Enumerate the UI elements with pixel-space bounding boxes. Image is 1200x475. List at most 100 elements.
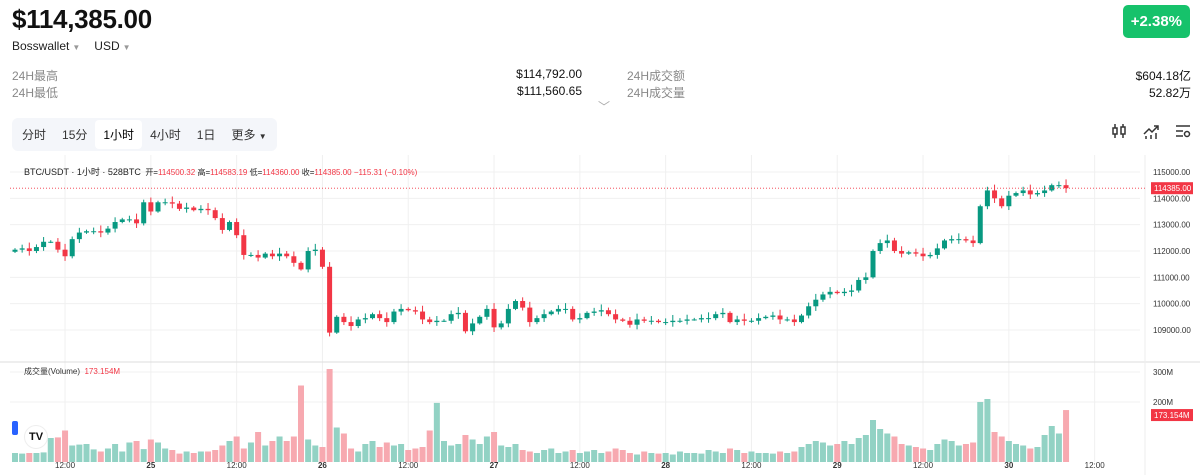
candle <box>520 301 526 308</box>
candle <box>227 222 232 230</box>
currency-dropdown[interactable]: USD ▼ <box>94 39 130 53</box>
volume-bar <box>705 450 712 462</box>
volume-bar <box>619 450 626 462</box>
volume-bar <box>898 444 905 462</box>
chart-type-icon[interactable] <box>1142 122 1160 145</box>
candle <box>870 250 876 278</box>
candle <box>198 208 204 211</box>
volume-bar <box>405 450 412 462</box>
candle <box>934 248 940 255</box>
volume-bar <box>362 444 369 462</box>
volume-bar <box>841 441 848 462</box>
candle <box>33 247 39 251</box>
tab-more-label: 更多 <box>231 128 256 142</box>
volume-bar <box>247 442 254 462</box>
volume-bar <box>1005 441 1012 462</box>
candle <box>84 231 89 233</box>
tab-4h[interactable]: 4小时 <box>150 128 181 142</box>
close-value: 114385.00 <box>314 168 352 177</box>
last-price-label: 114385.00 <box>1154 184 1192 193</box>
candle <box>806 306 812 316</box>
settings-icon[interactable] <box>1174 122 1192 145</box>
volume-bar <box>305 439 312 462</box>
volume-bar <box>698 453 705 462</box>
volume-bar <box>684 453 691 462</box>
volume-bar <box>598 453 605 462</box>
tab-15m[interactable]: 15分 <box>62 128 88 142</box>
volume-bar <box>140 449 147 462</box>
volume-bar <box>183 451 190 462</box>
time-tick-label: 30 <box>1004 461 1013 470</box>
candle <box>126 219 132 221</box>
candle <box>827 291 833 295</box>
volume-bar <box>12 453 18 462</box>
tradingview-logo[interactable]: TV <box>24 425 48 449</box>
candle <box>384 318 390 323</box>
tab-1d[interactable]: 1日 <box>196 128 216 142</box>
candle <box>462 312 468 332</box>
volume-bar <box>998 436 1005 462</box>
stat-24h-turnover: 24H成交额 <box>627 67 685 84</box>
volume-bar <box>62 430 69 462</box>
price-tick-label: 113000.00 <box>1153 221 1191 230</box>
candle <box>141 202 147 224</box>
volume-bar <box>412 448 419 462</box>
stat-label: 24H最低 <box>12 86 59 100</box>
candle <box>427 319 433 323</box>
stat-label: 24H最高 <box>12 69 59 83</box>
stat-value: $114,792.00 <box>516 67 582 81</box>
candle <box>620 319 626 321</box>
caret-down-icon: ▼ <box>72 43 81 52</box>
time-tick-label: 25 <box>146 461 155 470</box>
volume-bar <box>169 450 176 462</box>
volume-bar <box>333 427 340 462</box>
last-price-tag <box>1151 182 1193 195</box>
sidebar-toggle-button[interactable] <box>12 421 18 435</box>
change-value: −115.31 (−0.10%) <box>353 168 418 177</box>
candle <box>312 249 318 251</box>
volume-bar <box>104 448 111 462</box>
volume-bar <box>133 441 140 462</box>
volume-bar <box>977 402 984 462</box>
expand-chevron-icon[interactable]: ﹀ <box>598 100 611 114</box>
tab-1h[interactable]: 1小时 <box>95 120 143 149</box>
volume-bar <box>441 441 447 462</box>
candle <box>191 207 197 211</box>
volume-bar <box>319 447 326 462</box>
candle <box>734 319 740 323</box>
exchange-dropdown[interactable]: Bosswallet ▼ <box>12 39 80 53</box>
candle <box>541 314 547 319</box>
candle <box>992 190 998 199</box>
candle <box>720 312 726 315</box>
volume-bar <box>1027 448 1034 462</box>
time-tick-label: 26 <box>318 461 327 470</box>
candlestick-chart[interactable]: 115000.00 114000.00 113000.00 112000.00 1110… <box>0 155 1200 475</box>
candle <box>727 312 733 323</box>
candle <box>927 254 933 257</box>
volume-bar <box>197 451 204 462</box>
candle <box>1020 190 1026 194</box>
candle <box>412 310 418 312</box>
volume-bar <box>641 451 648 462</box>
time-tick-label: 29 <box>833 461 842 470</box>
volume-bar <box>155 442 161 462</box>
stat-24h-volume: 24H成交量 <box>627 84 685 101</box>
candle <box>741 319 747 321</box>
indicator-icon[interactable] <box>1110 122 1128 145</box>
volume-bar <box>455 444 462 462</box>
candle <box>184 207 190 209</box>
candle <box>405 308 411 311</box>
volume-bar <box>40 452 47 462</box>
ohlc-legend: BTC/USDT · 1小时 · 528BTC 开=114500.32 高=11… <box>24 165 417 178</box>
tab-more[interactable]: 更多 ▼ <box>223 120 274 149</box>
volume-bar <box>676 451 683 462</box>
candle <box>76 232 82 240</box>
candle <box>713 314 719 319</box>
volume-bar <box>283 441 290 462</box>
candle <box>305 250 311 270</box>
tab-timeline[interactable]: 分时 <box>22 128 47 142</box>
time-tick-label: 12:00 <box>741 461 762 470</box>
volume-bar <box>26 453 33 462</box>
volume-bar <box>190 453 197 462</box>
volume-bar <box>483 436 490 462</box>
